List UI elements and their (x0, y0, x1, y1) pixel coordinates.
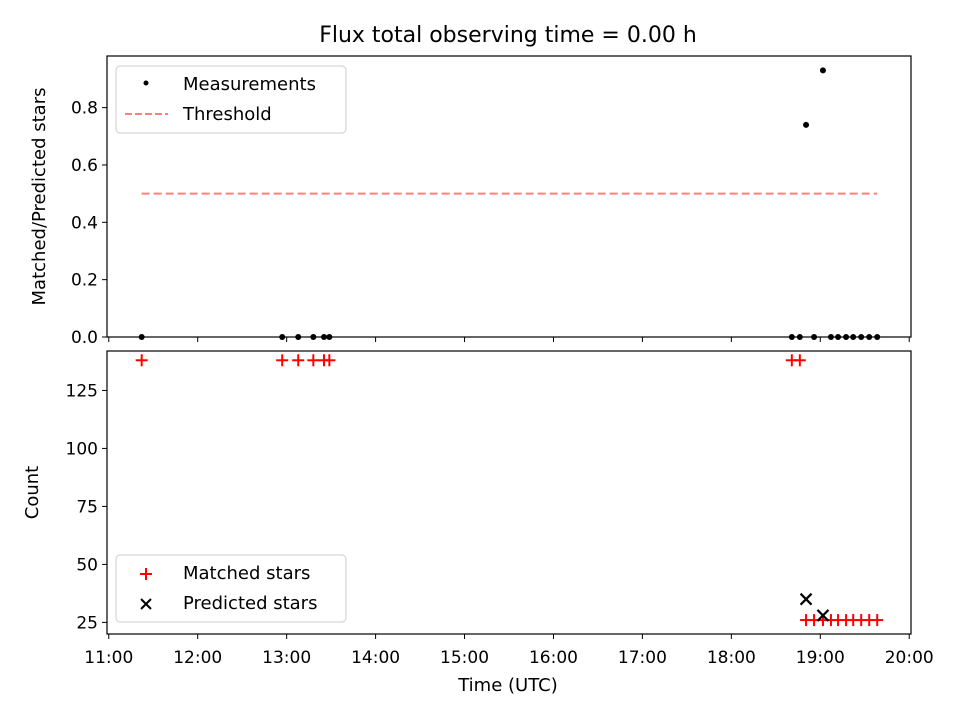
legend-measurements-label: Measurements (183, 74, 316, 95)
top-plot-area (138, 67, 881, 340)
bottom-legend-box (115, 554, 347, 623)
bottom-x-axis: 11:00 12:00 13:00 14:00 15:00 16:00 17:00 18:00… (84, 634, 934, 668)
matched-star-point (871, 614, 884, 627)
measurement-point (803, 121, 810, 128)
bottom-ytick-label: 50 (76, 555, 98, 575)
top-legend: Measurements Threshold (115, 65, 347, 134)
legend-matched-marker (140, 568, 152, 580)
bottom-xtick-label: 16:00 (529, 648, 578, 668)
bottom-xtick-label: 13:00 (262, 648, 311, 668)
bottom-y-axis-label: Count (22, 466, 43, 519)
bottom-xtick-label: 11:00 (84, 648, 133, 668)
legend-measurements-marker (143, 80, 149, 86)
top-y-axis: 0.0 0.2 0.4 0.6 0.8 (71, 99, 107, 348)
top-panel: 0.00.20.40.60.8 Matched/Predicted stars … (29, 55, 912, 348)
bottom-ytick-label: 100 (66, 439, 98, 459)
matched-star-point (135, 354, 148, 367)
legend-threshold-label: Threshold (182, 104, 272, 125)
legend-matched-label: Matched stars (183, 563, 310, 584)
top-ytick-label: 0.0 (71, 328, 98, 348)
matched-star-point (276, 354, 289, 367)
top-ytick-label: 0.4 (71, 213, 98, 233)
bottom-ytick-label: 125 (66, 381, 98, 401)
matched-star-point (323, 354, 336, 367)
top-ytick-label: 0.6 (71, 156, 98, 176)
top-ytick-label: 0.8 (71, 99, 98, 119)
matched-star-point (292, 354, 305, 367)
bottom-ytick-label: 25 (76, 613, 98, 633)
legend-predicted-label: Predicted stars (183, 593, 317, 614)
bottom-ytick-label: 75 (76, 497, 98, 517)
matched-star-point (793, 354, 806, 367)
bottom-xtick-label: 20:00 (885, 648, 934, 668)
x-axis-label: Time (UTC) (457, 675, 558, 696)
chart-title: Flux total observing time = 0.00 h (319, 23, 697, 48)
bottom-xtick-label: 15:00 (440, 648, 489, 668)
bottom-xtick-label: 14:00 (351, 648, 400, 668)
bottom-axes-frame (106, 350, 912, 635)
bottom-xtick-label: 18:00 (707, 648, 756, 668)
bottom-xtick-label: 17:00 (618, 648, 667, 668)
top-y-axis-label: Matched/Predicted stars (29, 88, 50, 306)
predicted-star-point (799, 592, 813, 606)
top-legend-box (115, 65, 347, 134)
bottom-plot-area (135, 354, 884, 627)
matched-star-point (307, 354, 320, 367)
bottom-y-axis: 25 50 75 100 125 (66, 381, 107, 633)
bottom-xtick-label: 19:00 (796, 648, 845, 668)
top-x-axis-ticks (108, 337, 910, 342)
bottom-panel: 25 50 75 100 125 11:00 12:00 13:00 14:00 15:00 16… (22, 350, 934, 696)
bottom-legend: Matched stars Predicted stars (115, 554, 347, 623)
bottom-xtick-label: 12:00 (173, 648, 222, 668)
top-axes-frame (106, 55, 912, 338)
legend-predicted-marker (140, 598, 152, 610)
measurement-point (819, 67, 826, 74)
predicted-star-point (816, 609, 830, 622)
top-ytick-label: 0.2 (71, 271, 98, 291)
